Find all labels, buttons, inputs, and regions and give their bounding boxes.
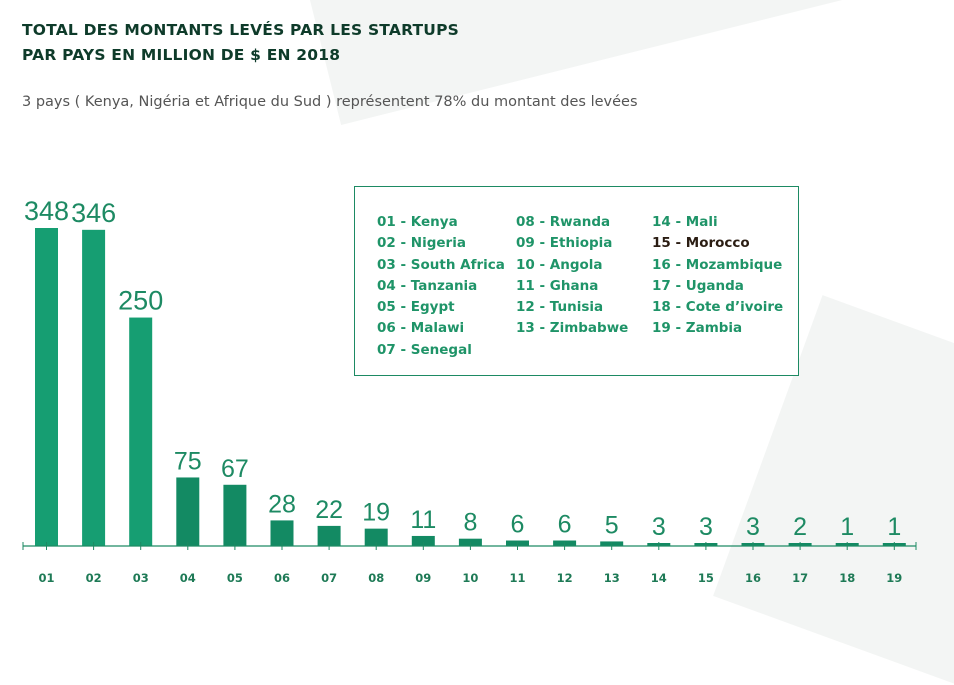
data-label-02: 346 [71,198,116,228]
legend-item-06: 06 - Malawi [377,320,465,337]
bar-06 [270,520,294,546]
legend-item-15: 15 - Morocco [652,235,750,252]
data-label-08: 19 [362,499,390,527]
legend-item-16: 16 - Mozambique [652,256,783,273]
bar-04 [176,477,200,546]
x-tick-label-12: 12 [557,571,573,585]
x-tick-label-15: 15 [698,571,714,585]
data-label-19: 1 [887,513,901,541]
legend-item-03: 03 - South Africa [377,256,505,273]
data-label-06: 28 [268,490,296,518]
bar-08 [364,528,388,546]
data-label-11: 6 [511,511,525,539]
x-tick-label-13: 13 [604,571,620,585]
x-tick-label-16: 16 [745,571,761,585]
data-label-03: 250 [118,286,163,316]
data-label-14: 3 [652,513,666,541]
legend-item-04: 04 - Tanzania [377,277,478,294]
legend-item-10: 10 - Angola [516,256,603,273]
legend-column-2: 08 - Rwanda 09 - Ethiopia 10 - Angola 11 - … [516,212,628,340]
x-tick-label-08: 08 [368,571,384,585]
x-tick-label-06: 06 [274,571,290,585]
legend-item-17: 17 - Uganda [652,277,744,294]
chart-title: TOTAL DES MONTANTS LEVÉS PAR LES STARTUP… [22,18,459,68]
bar-09 [411,535,435,546]
x-tick-label-10: 10 [462,571,478,585]
data-label-04: 75 [174,447,202,475]
bar-01 [35,228,58,546]
legend-item-02: 02 - Nigeria [377,235,466,252]
legend-item-08: 08 - Rwanda [516,214,611,230]
data-label-01: 348 [24,196,69,226]
legend-item-05: 05 - Egypt [377,299,455,316]
bar-chart: 3480134602250037504670528062207190811098… [22,196,917,585]
data-label-18: 1 [840,513,854,541]
bar-02 [82,229,106,547]
data-label-09: 11 [410,506,436,534]
legend-column-3: 14 - Mali 15 - Morocco 16 - Mozambique 17 -… [652,212,783,340]
country-legend: 01 - Kenya 02 - Nigeria 03 - South Africa 0… [354,186,799,376]
x-tick-label-14: 14 [651,571,667,585]
data-label-15: 3 [699,513,713,541]
chart-title-line-2: PAR PAYS EN MILLION DE $ EN 2018 [22,46,341,64]
legend-item-12: 12 - Tunisia [516,299,604,316]
data-label-07: 22 [315,496,343,524]
data-label-13: 5 [605,511,619,539]
x-tick-label-04: 04 [180,571,196,585]
x-tick-label-09: 09 [415,571,431,585]
x-tick-label-11: 11 [509,571,525,585]
legend-item-11: 11 - Ghana [516,277,599,294]
data-label-05: 67 [221,455,249,483]
x-tick-label-05: 05 [227,571,243,585]
legend-item-09: 09 - Ethiopia [516,235,613,252]
legend-item-19: 19 - Zambia [652,320,743,337]
data-label-12: 6 [558,511,572,539]
legend-item-14: 14 - Mali [652,214,718,230]
data-label-16: 3 [746,513,760,541]
x-tick-label-03: 03 [133,571,149,585]
data-label-17: 2 [793,513,807,541]
legend-item-07: 07 - Senegal [377,341,472,358]
legend-item-18: 18 - Cote d’ivoire [652,299,784,316]
x-tick-label-07: 07 [321,571,337,585]
x-tick-label-18: 18 [839,571,855,585]
bar-03 [129,317,153,546]
x-tick-label-19: 19 [886,571,902,585]
legend-column-1: 01 - Kenya 02 - Nigeria 03 - South Africa 0… [377,212,505,361]
bar-05 [223,484,247,546]
legend-item-01: 01 - Kenya [377,214,458,230]
data-label-10: 8 [463,509,477,537]
x-tick-label-17: 17 [792,571,808,585]
chart-title-line-1: TOTAL DES MONTANTS LEVÉS PAR LES STARTUP… [22,21,459,39]
bar-07 [317,525,341,546]
chart-subtitle: 3 pays ( Kenya, Nigéria et Afrique du Su… [22,94,638,110]
x-tick-label-01: 01 [38,571,54,585]
legend-item-13: 13 - Zimbabwe [516,320,629,337]
x-tick-label-02: 02 [86,571,102,585]
